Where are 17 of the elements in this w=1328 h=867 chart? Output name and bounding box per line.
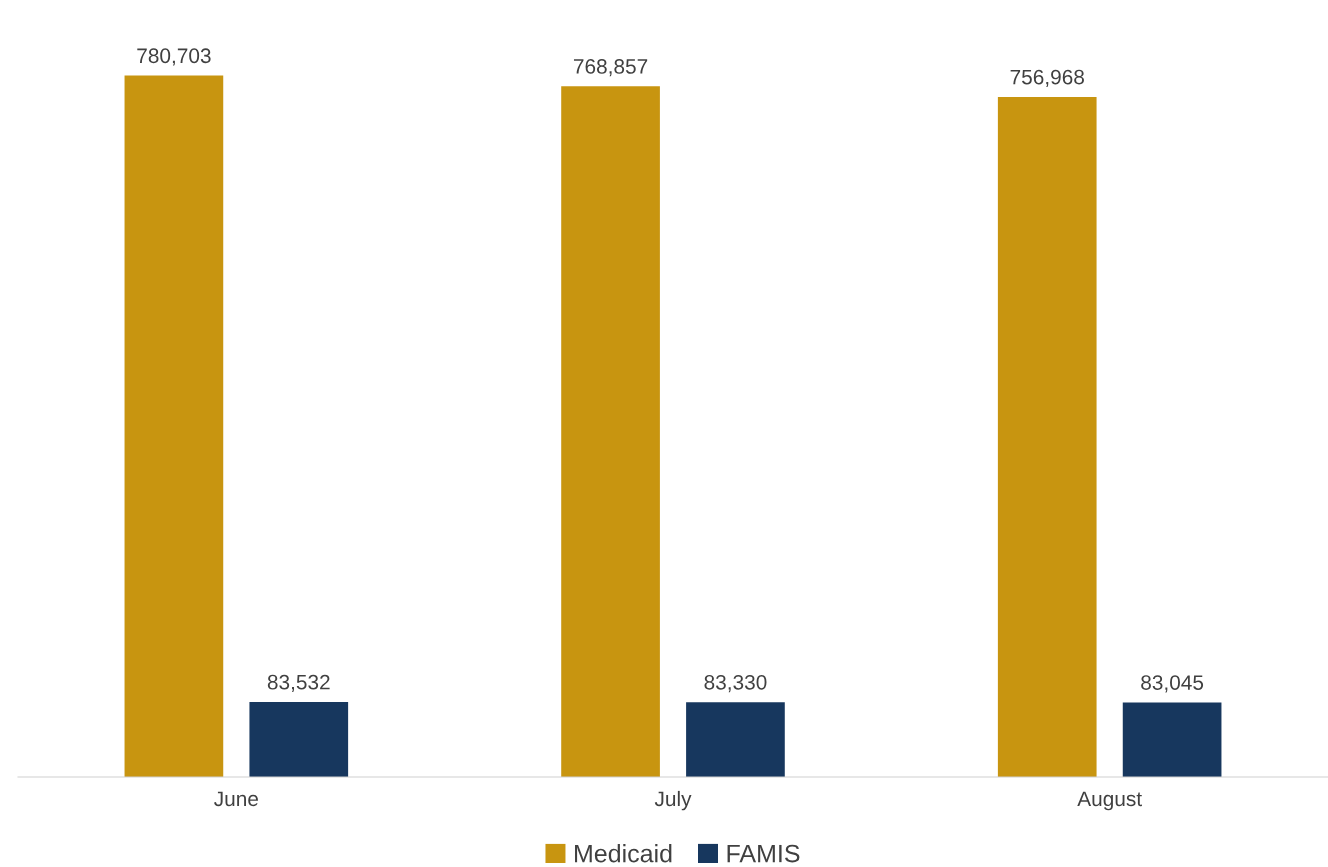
data-label: 780,703 <box>137 48 211 66</box>
x-tick-label: June <box>214 791 258 807</box>
bar <box>1122 702 1222 777</box>
data-label: 83,045 <box>1141 675 1204 693</box>
data-label: 768,857 <box>573 59 648 77</box>
bar <box>561 86 660 777</box>
x-tick-label: July <box>654 790 692 811</box>
legend-label: Medicaid <box>575 844 672 863</box>
bar <box>249 701 349 777</box>
legend-label: FAMIS <box>727 844 800 863</box>
data-label: 83,330 <box>704 674 767 693</box>
bar <box>997 96 1097 777</box>
data-label: 83,532 <box>267 674 330 692</box>
x-tick-label: August <box>1077 791 1142 811</box>
bar <box>124 75 224 777</box>
data-label: 756,968 <box>1010 69 1084 87</box>
bar <box>686 702 785 777</box>
